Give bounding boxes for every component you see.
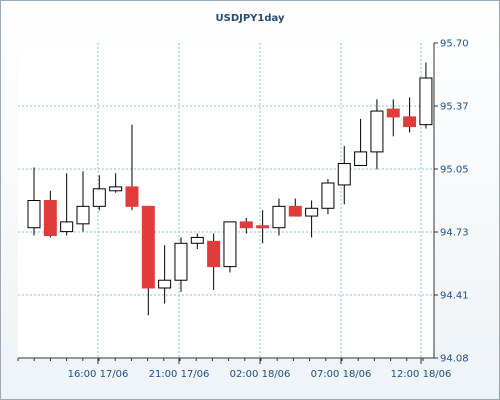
candle-body-up [223,221,237,268]
candle-body-down [386,108,400,118]
plot-area [18,43,434,358]
y-tick-label: 94.41 [440,291,469,302]
tick-labels: 95.70 95.37 95.05 94.73 94.41 94.08 16:00 17/0… [68,39,469,381]
candle-body-up [60,221,74,233]
candle-body-down [43,200,57,236]
candle-body-up [354,151,368,166]
x-tick-label: 16:00 17/06 [68,369,129,380]
candle-body-up [158,279,172,289]
candle-body-up [419,77,433,126]
x-tick-label: 21:00 17/06 [149,369,210,380]
candle-body-down [256,225,270,229]
y-tick-label: 95.37 [440,102,469,113]
candle-body-down [207,240,221,268]
candle-body-up [370,110,384,153]
candle-body-up [76,205,90,225]
candle-body-up [272,205,286,229]
candle-body-down [125,186,139,207]
axes [17,42,438,364]
candle-body-up [109,186,123,192]
y-tick-label: 94.73 [440,228,469,239]
candle-body-up [321,182,335,209]
y-tick-label: 95.70 [440,39,469,50]
candle-body-down [288,205,302,217]
y-tick-label: 95.05 [440,165,469,176]
candle-body-up [337,163,351,186]
candle-body-down [141,205,155,289]
candle-body-down [239,221,253,229]
x-tick-label: 02:00 18/06 [230,369,291,380]
x-tick-label: 07:00 18/06 [311,369,372,380]
candle-body-up [305,207,319,217]
x-tick-label: 12:00 18/06 [391,369,452,380]
candle-body-up [92,188,106,207]
chart-title: USDJPY1day [216,13,285,24]
y-tick-label: 94.08 [440,354,469,365]
candle-body-up [190,236,204,244]
candles [27,62,433,316]
candle-body-up [27,200,41,229]
candle-body-up [174,242,188,281]
candle-body-down [403,116,417,128]
